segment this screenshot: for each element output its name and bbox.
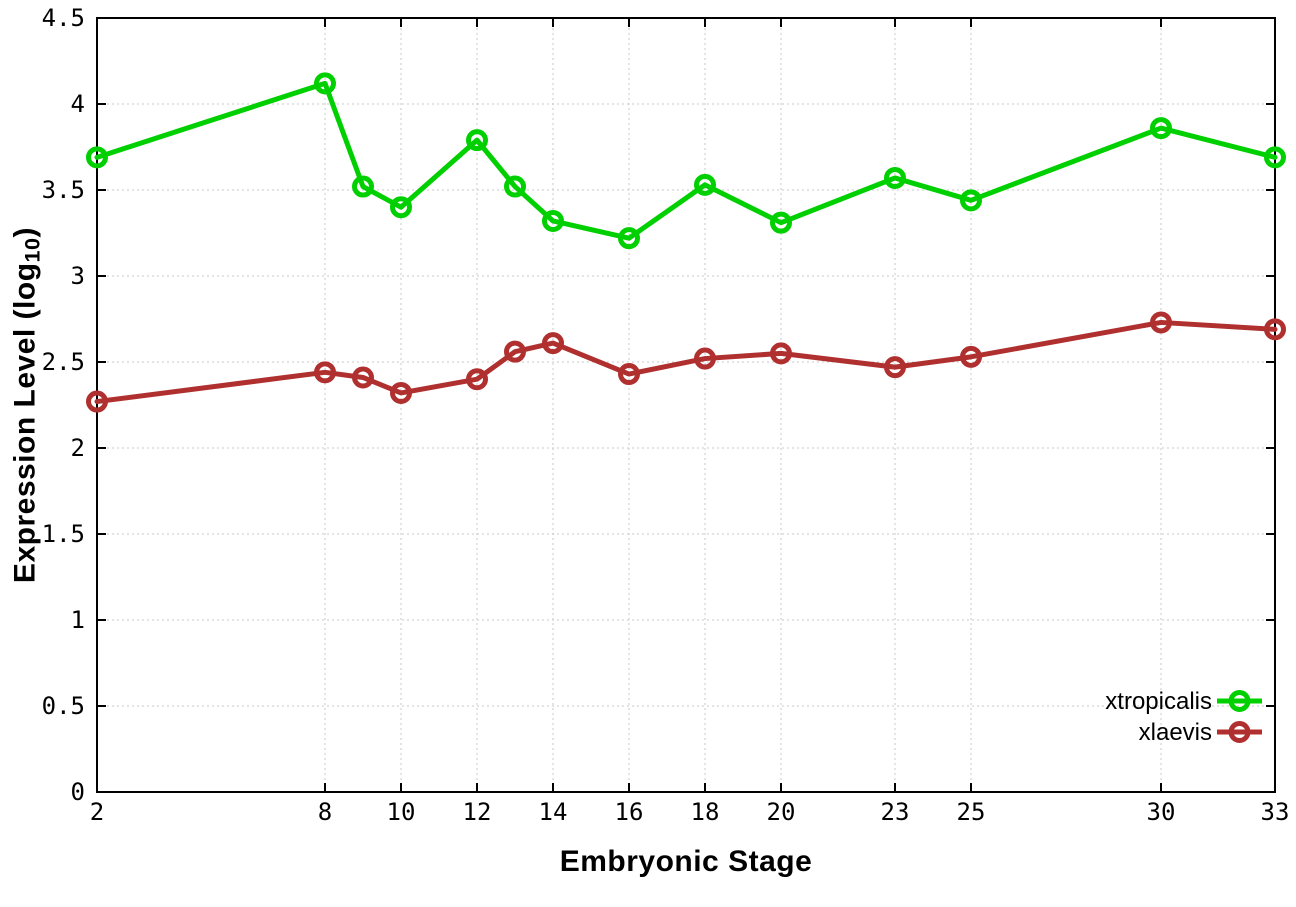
x-tick-label: 23 [881, 798, 910, 826]
x-tick-label: 18 [691, 798, 720, 826]
y-tick-label: 3 [71, 262, 85, 290]
data-point-marker [618, 227, 640, 250]
data-point-marker [884, 166, 906, 189]
x-tick-label: 8 [318, 798, 332, 826]
data-point-marker [504, 340, 526, 363]
y-axis-title-subscript: 10 [19, 237, 45, 263]
series-line [94, 80, 1278, 241]
data-point-marker [86, 390, 108, 413]
series-xlaevis [86, 311, 1286, 413]
y-tick-label: 1 [71, 606, 85, 634]
y-tick-label: 3.5 [42, 176, 85, 204]
data-point-marker [352, 366, 374, 389]
y-tick-label: 2.5 [42, 348, 85, 376]
y-tick-label: 0.5 [42, 692, 85, 720]
data-point-marker [542, 209, 564, 232]
data-point-marker [390, 381, 412, 404]
data-point-marker [770, 342, 792, 365]
data-point-marker [352, 175, 374, 198]
x-tick-label: 14 [539, 798, 568, 826]
grid-lines [96, 17, 1276, 793]
axis-ticks [96, 17, 1276, 793]
legend-label-xtropicalis: xtropicalis [1105, 688, 1212, 715]
data-point-marker [1264, 318, 1286, 341]
data-point-marker [86, 146, 108, 169]
data-point-marker [960, 345, 982, 368]
series-xtropicalis [86, 72, 1286, 250]
data-point-marker [542, 332, 564, 355]
y-tick-label: 4.5 [42, 4, 85, 32]
y-tick-label: 1.5 [42, 520, 85, 548]
y-axis-title-text: Expression Level (log [8, 262, 42, 584]
data-point-marker [504, 175, 526, 198]
axis-border [96, 17, 1276, 793]
data-point-marker [960, 189, 982, 212]
data-point-marker [694, 347, 716, 370]
y-tick-label: 2 [71, 434, 85, 462]
data-point-marker [1150, 117, 1172, 140]
x-tick-label: 25 [957, 798, 986, 826]
x-tick-label: 16 [615, 798, 644, 826]
y-tick-label: 4 [71, 90, 85, 118]
data-point-marker [390, 196, 412, 219]
legend-label-xlaevis: xlaevis [1139, 719, 1212, 746]
data-point-marker [466, 129, 488, 152]
data-point-marker [1264, 146, 1286, 169]
x-tick-label: 33 [1261, 798, 1290, 826]
x-tick-label: 20 [767, 798, 796, 826]
legend-sample-marker [1228, 690, 1251, 712]
legend-sample-xlaevis [1217, 721, 1262, 743]
data-point-marker [1150, 311, 1172, 334]
legend-sample-marker [1228, 721, 1251, 743]
y-tick-label: 0 [71, 778, 85, 806]
x-tick-label: 12 [463, 798, 492, 826]
x-tick-label: 2 [90, 798, 104, 826]
y-axis-title-close: ) [8, 226, 42, 238]
plot-border [96, 17, 1276, 793]
legend: xtropicalis xlaevis [1105, 688, 1262, 746]
data-point-marker [694, 173, 716, 196]
data-point-marker [770, 211, 792, 234]
data-point-marker [466, 368, 488, 391]
data-point-marker [314, 72, 336, 95]
x-tick-label: 10 [387, 798, 416, 826]
legend-sample-xtropicalis [1217, 690, 1262, 712]
data-point-marker [884, 356, 906, 379]
data-point-marker [618, 363, 640, 386]
data-point-marker [314, 361, 336, 384]
tick-labels: 2 8 10 12 14 16 18 20 23 25 30 33 0 0.5 1 1.5 2 2.5 3 3.5 4 4… [42, 4, 1290, 826]
x-tick-label: 30 [1147, 798, 1176, 826]
x-axis-title: Embryonic Stage [559, 845, 813, 878]
